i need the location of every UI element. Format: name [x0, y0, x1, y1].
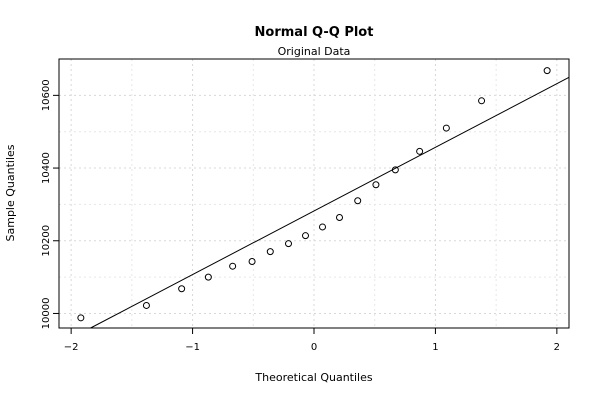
- data-point: [478, 97, 486, 105]
- y-tick-label: 10600: [41, 79, 52, 111]
- data-point: [178, 285, 186, 293]
- data-point: [248, 257, 256, 265]
- y-axis-label: Sample Quantiles: [4, 144, 17, 241]
- data-point: [372, 181, 380, 189]
- data-point: [416, 147, 424, 155]
- data-point: [266, 248, 274, 256]
- chart-subtitle: Original Data: [278, 45, 351, 58]
- data-point: [442, 124, 450, 132]
- data-point: [543, 67, 551, 75]
- x-tick-label: 0: [311, 342, 317, 353]
- x-tick-label: −2: [64, 342, 79, 353]
- y-tick-label: 10400: [41, 152, 52, 184]
- x-tick-label: −1: [185, 342, 200, 353]
- data-point: [391, 166, 399, 174]
- data-point: [285, 240, 292, 248]
- data-point: [204, 273, 212, 281]
- data-point: [302, 232, 309, 240]
- x-tick-label: 1: [432, 342, 438, 353]
- x-axis-label: Theoretical Quantiles: [254, 371, 372, 384]
- data-points: [77, 67, 551, 322]
- grid: [59, 59, 569, 328]
- data-point: [336, 213, 343, 221]
- chart-title: Normal Q-Q Plot: [255, 25, 374, 40]
- y-tick-label: 10000: [41, 298, 52, 330]
- data-point: [354, 197, 362, 205]
- data-point: [142, 301, 150, 309]
- y-axis: 10000 10200 10400 10600: [41, 79, 60, 330]
- reference-line-group: [90, 76, 570, 329]
- x-tick-label: 2: [554, 342, 560, 353]
- data-point: [229, 262, 237, 270]
- reference-line: [90, 76, 570, 329]
- y-tick-label: 10200: [41, 225, 52, 257]
- data-point: [77, 314, 85, 322]
- x-axis: −2 −1 0 1 2: [64, 327, 560, 353]
- data-point: [319, 223, 326, 231]
